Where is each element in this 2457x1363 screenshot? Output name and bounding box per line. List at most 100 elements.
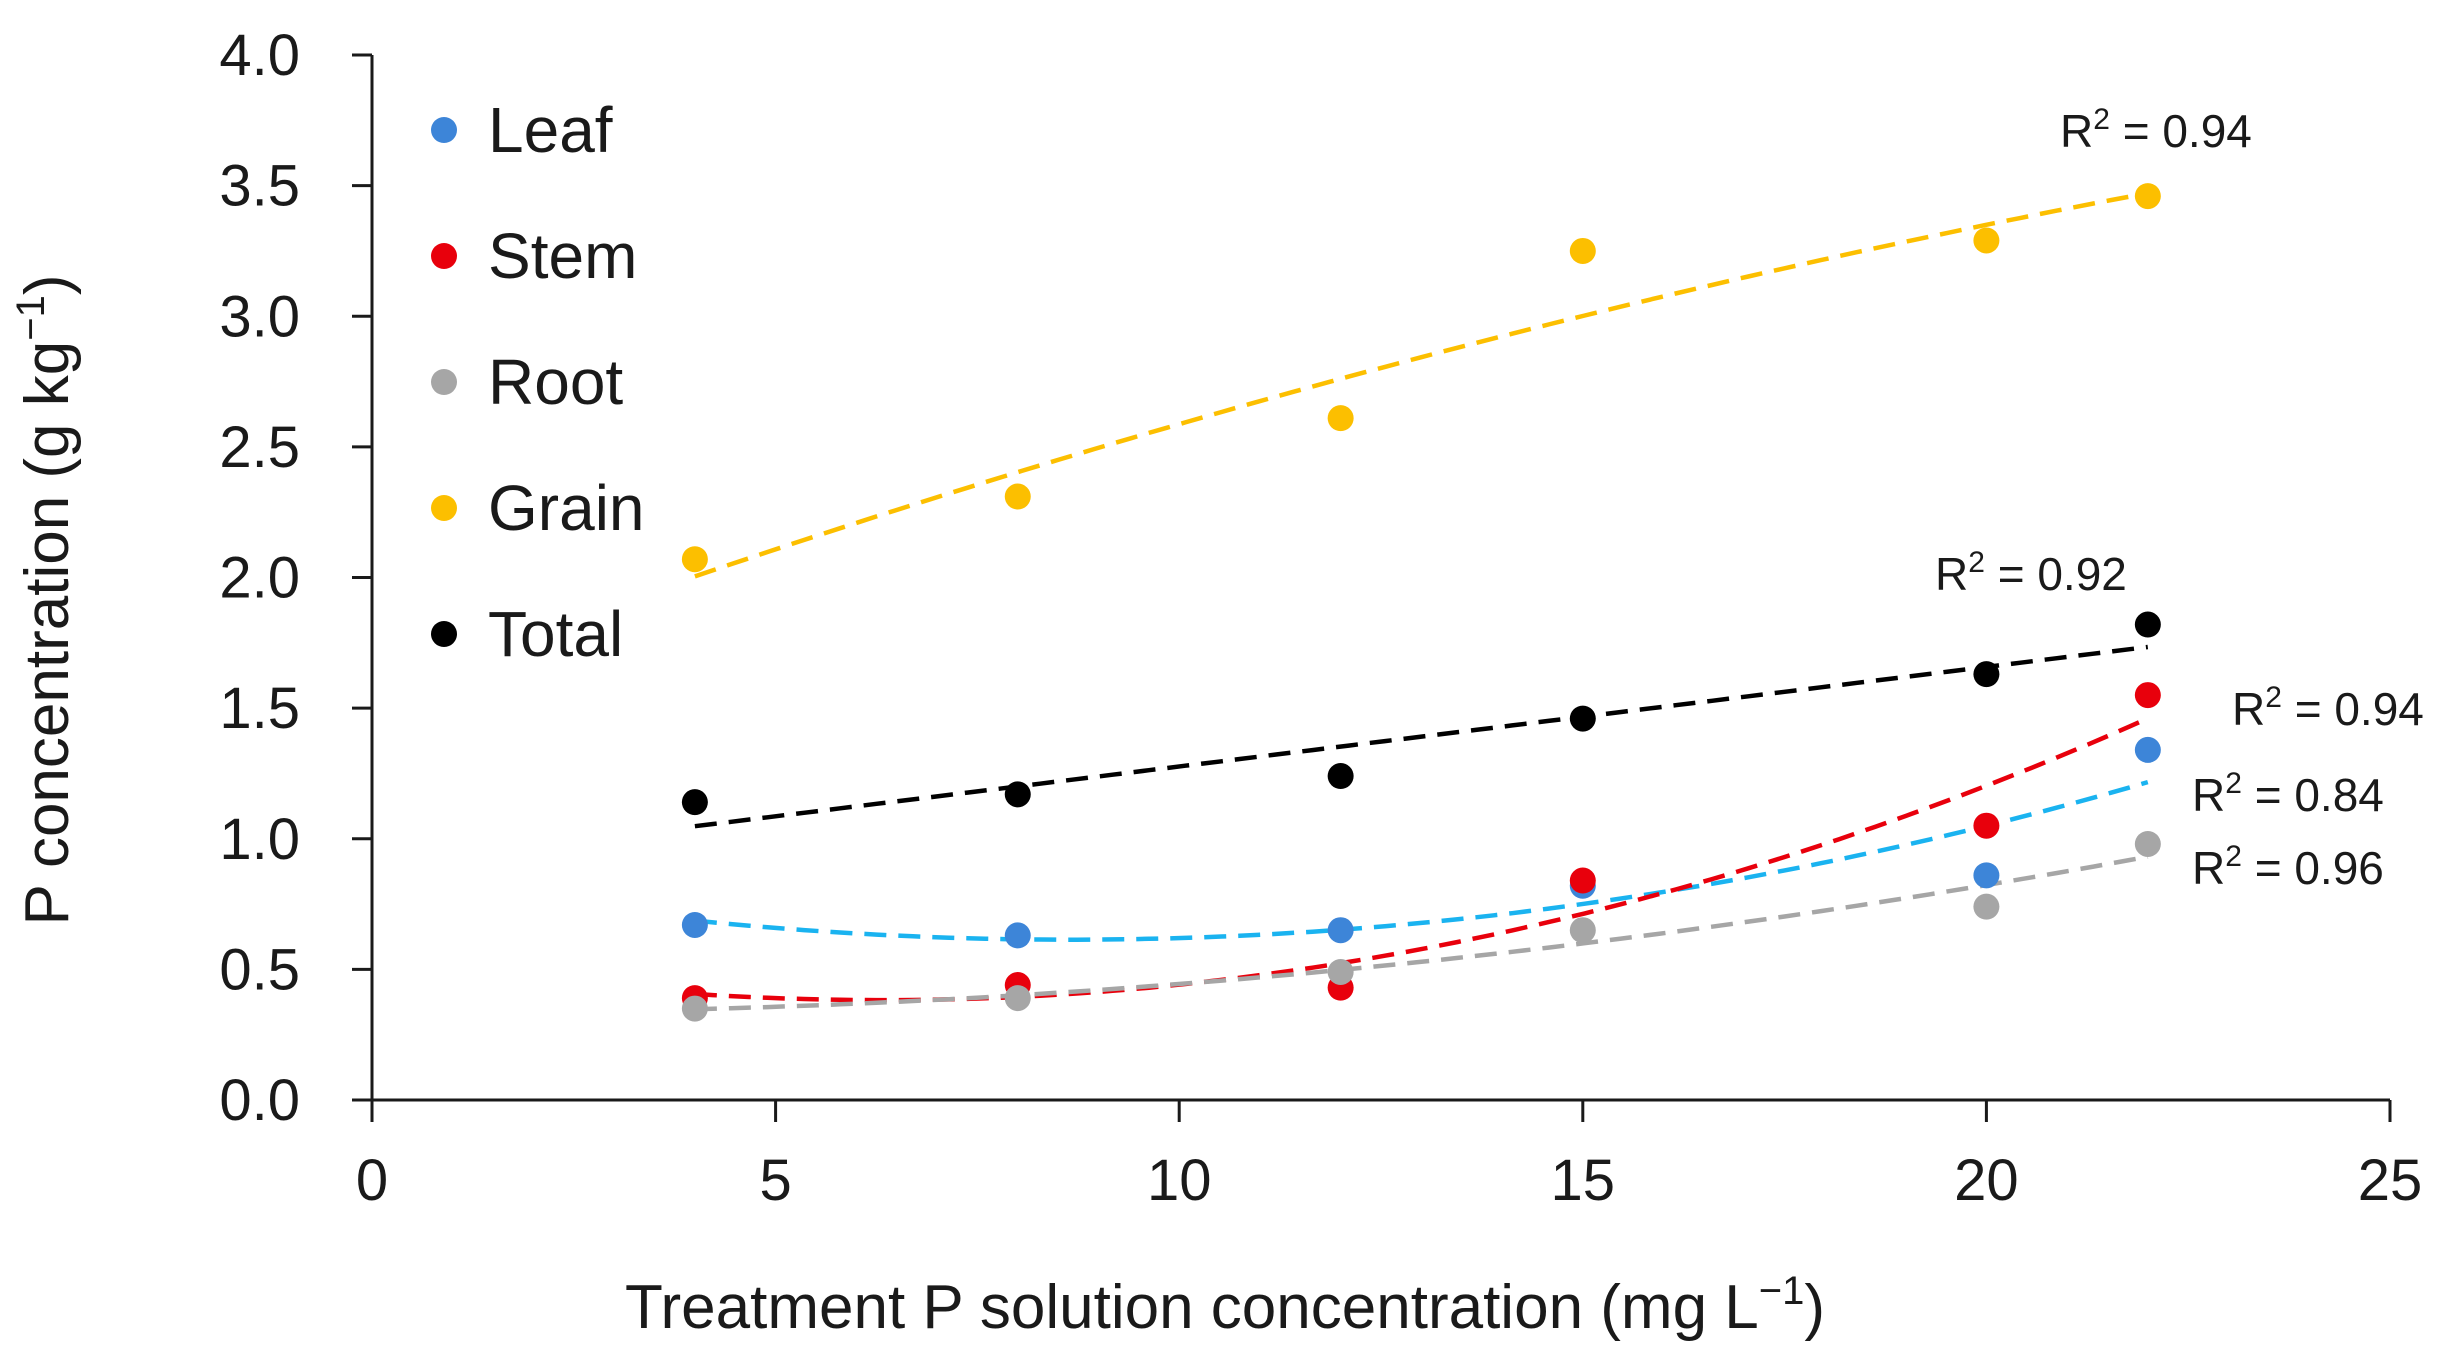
r2-prefix: R bbox=[2060, 105, 2093, 157]
x-tick-label-0: 0 bbox=[356, 1148, 388, 1213]
point-root-15 bbox=[1569, 917, 1596, 944]
legend-label-total: Total bbox=[488, 598, 623, 670]
x-axis-title-sup: −1 bbox=[1759, 1269, 1805, 1313]
legend: Leaf Stem Root Grain Total bbox=[431, 94, 645, 670]
x-axis-title-end: ) bbox=[1804, 1273, 1825, 1342]
point-stem-15 bbox=[1569, 867, 1596, 894]
r2-value: = 0.96 bbox=[2242, 842, 2384, 894]
y-ticks: 0.0 0.5 1.0 1.5 2.0 2.5 3.0 3.5 4.0 bbox=[219, 23, 372, 1133]
x-tick-label-15: 15 bbox=[1551, 1148, 1616, 1213]
y-axis-title-main: P concentration (g kg bbox=[13, 341, 82, 926]
point-total-4 bbox=[681, 789, 708, 816]
legend-item-stem: Stem bbox=[431, 220, 637, 292]
point-root-20 bbox=[1973, 893, 2000, 920]
y-tick-label-0-5: 0.5 bbox=[219, 937, 300, 1002]
y-tick-label-2-5: 2.5 bbox=[219, 415, 300, 480]
trendline-stem bbox=[694, 716, 2149, 1003]
trendline-leaf bbox=[694, 779, 2149, 942]
point-total-15 bbox=[1569, 705, 1596, 732]
point-leaf-4 bbox=[681, 911, 708, 938]
point-root-4 bbox=[681, 995, 708, 1022]
series-grain bbox=[681, 183, 2161, 573]
x-tick-label-25: 25 bbox=[2358, 1148, 2423, 1213]
y-axis-title-end: ) bbox=[13, 274, 82, 295]
point-total-8 bbox=[1004, 781, 1031, 808]
y-tick-label-1-0: 1.0 bbox=[219, 807, 300, 872]
legend-marker-stem bbox=[431, 243, 457, 269]
point-total-22 bbox=[2134, 611, 2161, 638]
trendline-grain bbox=[694, 190, 2149, 579]
point-stem-22 bbox=[2134, 682, 2161, 709]
series-root bbox=[681, 830, 2161, 1022]
legend-marker-grain bbox=[431, 495, 457, 521]
r2-value: = 0.92 bbox=[1985, 548, 2127, 600]
legend-marker-total bbox=[431, 621, 457, 647]
point-grain-20 bbox=[1973, 227, 2000, 254]
trendline-root bbox=[694, 854, 2149, 1012]
r2-label-grain: R2 = 0.94 bbox=[2060, 103, 2252, 157]
legend-item-grain: Grain bbox=[431, 472, 645, 544]
trendlines bbox=[694, 190, 2149, 1012]
legend-item-leaf: Leaf bbox=[431, 94, 613, 166]
legend-label-stem: Stem bbox=[488, 220, 637, 292]
y-tick-label-2-0: 2.0 bbox=[219, 546, 300, 611]
r2-superscript: 2 bbox=[2225, 767, 2242, 800]
x-tick-label-20: 20 bbox=[1954, 1148, 2019, 1213]
legend-item-root: Root bbox=[431, 346, 623, 418]
x-axis-title: Treatment P solution concentration (mg L… bbox=[625, 1269, 1825, 1342]
series-total bbox=[681, 611, 2161, 816]
x-tick-label-10: 10 bbox=[1147, 1148, 1212, 1213]
r2-prefix: R bbox=[2192, 842, 2225, 894]
y-tick-label-1-5: 1.5 bbox=[219, 676, 300, 741]
r2-value: = 0.94 bbox=[2282, 683, 2424, 735]
x-tick-label-5: 5 bbox=[759, 1148, 791, 1213]
r2-superscript: 2 bbox=[2225, 840, 2242, 873]
point-leaf-8 bbox=[1004, 922, 1031, 949]
point-total-20 bbox=[1973, 661, 2000, 688]
legend-label-leaf: Leaf bbox=[488, 94, 613, 166]
point-root-12 bbox=[1327, 958, 1354, 985]
trendline-total bbox=[694, 644, 2149, 829]
r2-value: = 0.94 bbox=[2110, 105, 2252, 157]
r2-prefix: R bbox=[1935, 548, 1968, 600]
x-axis-title-main: Treatment P solution concentration (mg L bbox=[625, 1273, 1759, 1342]
point-grain-8 bbox=[1004, 483, 1031, 510]
axes: 0 5 10 15 20 25 0.0 0.5 1.0 1.5 2.0 2.5 3.0 3.5 4.0 bbox=[219, 23, 2422, 1213]
y-tick-label-3-5: 3.5 bbox=[219, 154, 300, 219]
legend-label-root: Root bbox=[488, 346, 623, 418]
point-root-8 bbox=[1004, 985, 1031, 1012]
y-axis-title: P concentration (g kg−1) bbox=[9, 274, 82, 925]
y-tick-label-3-0: 3.0 bbox=[219, 284, 300, 349]
point-grain-12 bbox=[1327, 405, 1354, 432]
point-total-12 bbox=[1327, 763, 1354, 790]
legend-marker-leaf bbox=[431, 117, 457, 143]
r2-label-leaf: R2 = 0.84 bbox=[2192, 767, 2384, 821]
legend-marker-root bbox=[431, 369, 457, 395]
point-grain-4 bbox=[681, 546, 708, 573]
r2-value: = 0.84 bbox=[2242, 769, 2384, 821]
r2-prefix: R bbox=[2192, 769, 2225, 821]
r2-label-total: R2 = 0.92 bbox=[1935, 546, 2127, 600]
r2-label-stem: R2 = 0.94 bbox=[2232, 681, 2424, 735]
r2-superscript: 2 bbox=[2093, 103, 2110, 136]
legend-label-grain: Grain bbox=[488, 472, 645, 544]
series-leaf bbox=[681, 736, 2161, 949]
y-tick-label-4-0: 4.0 bbox=[219, 23, 300, 88]
point-grain-22 bbox=[2134, 183, 2161, 210]
r2-prefix: R bbox=[2232, 683, 2265, 735]
data-points bbox=[681, 183, 2161, 1022]
legend-item-total: Total bbox=[431, 598, 623, 670]
r2-superscript: 2 bbox=[1968, 546, 1985, 579]
y-axis-title-sup: −1 bbox=[9, 295, 53, 341]
point-root-22 bbox=[2134, 830, 2161, 857]
r2-superscript: 2 bbox=[2265, 681, 2282, 714]
x-ticks: 0 5 10 15 20 25 bbox=[356, 1100, 2422, 1213]
point-grain-15 bbox=[1569, 237, 1596, 264]
point-leaf-12 bbox=[1327, 917, 1354, 944]
point-leaf-20 bbox=[1973, 862, 2000, 889]
point-leaf-22 bbox=[2134, 736, 2161, 763]
r2-label-root: R2 = 0.96 bbox=[2192, 840, 2384, 894]
